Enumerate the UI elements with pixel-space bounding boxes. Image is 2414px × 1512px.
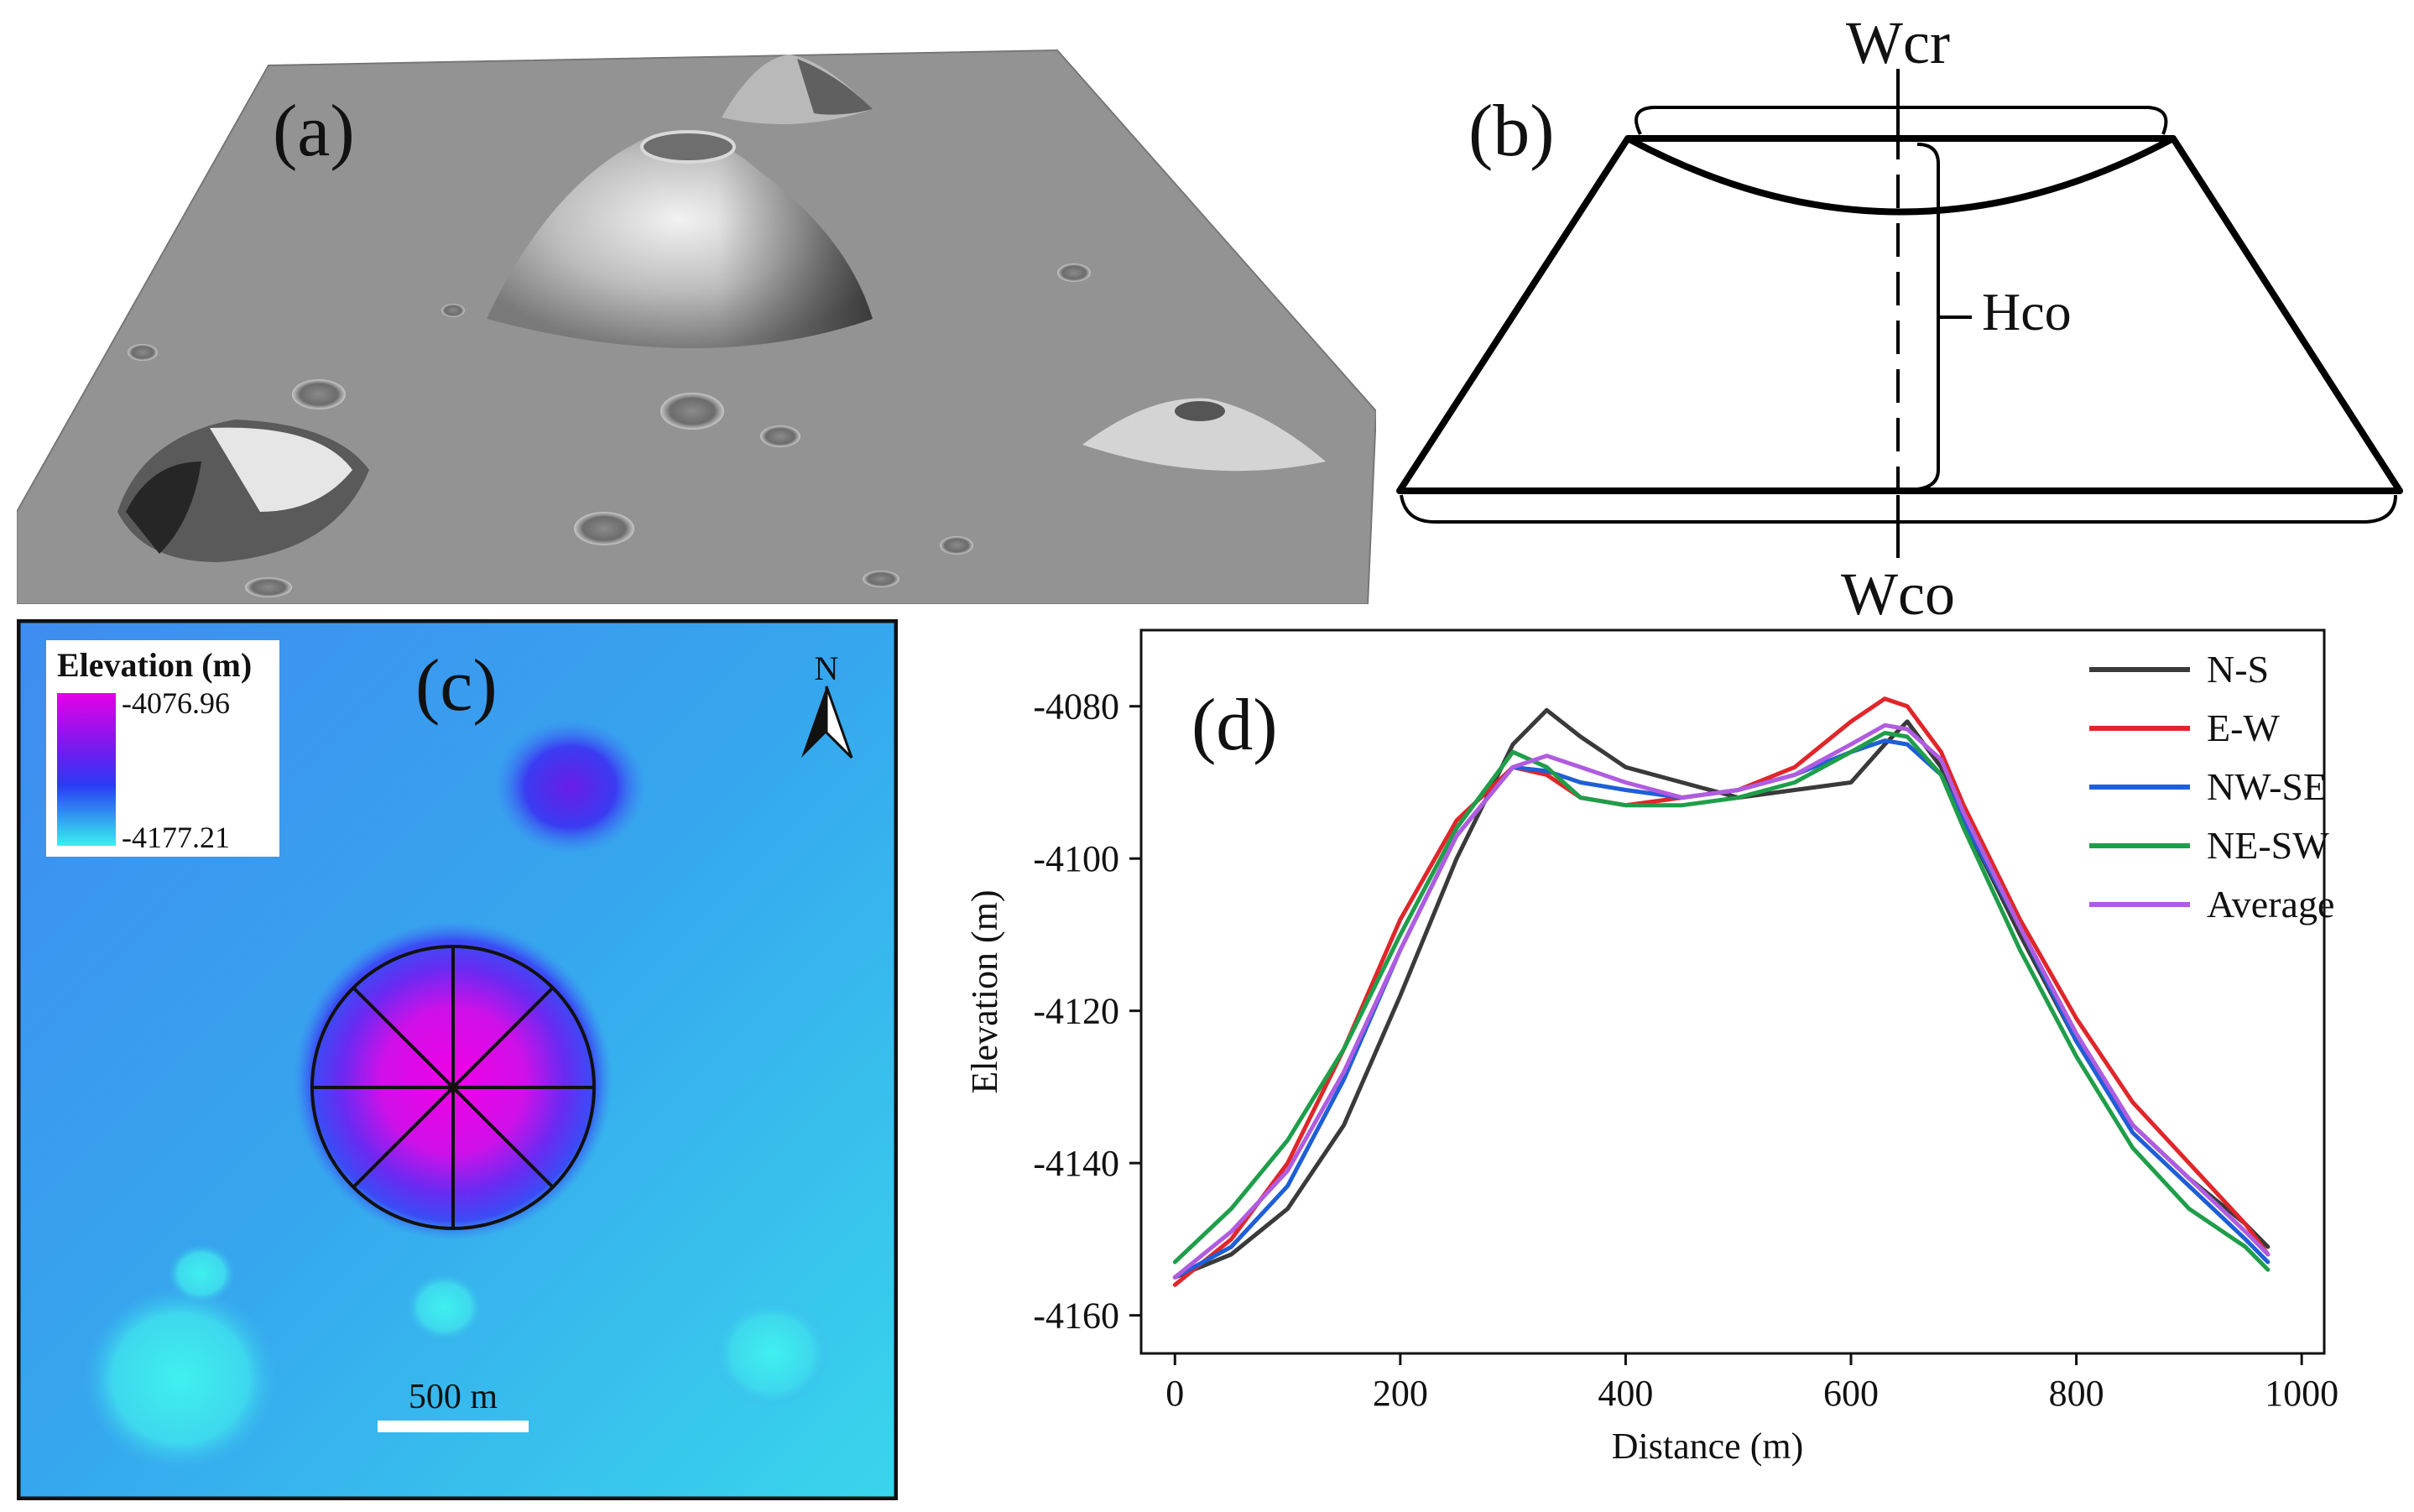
wco-brace bbox=[1400, 494, 2397, 524]
legend-entry: E-W bbox=[2207, 706, 2280, 749]
y-tick-label: -4080 bbox=[1033, 686, 1119, 727]
y-axis-label: Elevation (m) bbox=[964, 889, 1005, 1093]
panel-c-label: (c) bbox=[415, 645, 498, 727]
legend-title: Elevation (m) bbox=[57, 646, 252, 684]
hco-brace bbox=[1916, 143, 1940, 491]
x-tick-label: 200 bbox=[1373, 1373, 1428, 1414]
wcr-brace bbox=[1635, 106, 2168, 135]
panel-b-cone-schematic: (b) Wcr Hco Wco bbox=[1384, 0, 2414, 628]
north-arrow-icon bbox=[801, 686, 853, 759]
legend-entry: Average bbox=[2207, 883, 2334, 925]
series-line-nw-se bbox=[1172, 738, 2271, 1280]
elevation-map-image: Elevation (m) -4076.96 -4177.21 (c) N 50… bbox=[16, 618, 899, 1501]
x-tick-label: 800 bbox=[2049, 1373, 2104, 1414]
panel-d-profile-chart: 0 200 400 600 800 1000 -4080 -4100 -4120 -4140 -41… bbox=[923, 619, 2414, 1508]
x-tick-label: 0 bbox=[1165, 1373, 1184, 1414]
series-line-e-w bbox=[1172, 696, 2271, 1287]
panel-b-label: (b) bbox=[1468, 91, 1555, 172]
y-tick-label: -4160 bbox=[1033, 1296, 1119, 1337]
wco-label: Wco bbox=[1841, 560, 1955, 621]
north-label: N bbox=[815, 649, 839, 687]
terrain-perspective-image: (a) bbox=[16, 49, 1378, 605]
x-axis-label: Distance (m) bbox=[1612, 1426, 1803, 1467]
hco-label: Hco bbox=[1982, 282, 2072, 342]
legend-entry: NE-SW bbox=[2207, 824, 2329, 867]
scale-bar bbox=[378, 1421, 529, 1432]
series-line-n-s bbox=[1172, 707, 2271, 1280]
small-cone-feature bbox=[495, 720, 646, 854]
legend-min-value: -4177.21 bbox=[122, 821, 230, 854]
panel-c-elevation-map: Elevation (m) -4076.96 -4177.21 (c) N 50… bbox=[16, 618, 899, 1501]
x-tick-label: 600 bbox=[1823, 1373, 1879, 1414]
series-line-ne-sw bbox=[1172, 731, 2271, 1272]
cone-schematic-diagram: (b) Wcr Hco Wco bbox=[1396, 9, 2403, 628]
x-tick-label: 1000 bbox=[2265, 1373, 2338, 1414]
y-tick-label: -4100 bbox=[1033, 838, 1119, 879]
elevation-profile-chart: 0 200 400 600 800 1000 -4080 -4100 -4120 -4140 -41… bbox=[964, 628, 2338, 1467]
panel-d-label: (d) bbox=[1191, 685, 1278, 766]
plot-frame bbox=[1139, 628, 2326, 1355]
scale-bar-label: 500 m bbox=[409, 1378, 498, 1416]
legend-max-value: -4076.96 bbox=[122, 686, 230, 720]
series-line-average bbox=[1172, 722, 2271, 1280]
wcr-label: Wcr bbox=[1846, 9, 1950, 76]
crater-floor-curve bbox=[1626, 135, 2175, 216]
low-crater-feature bbox=[84, 1286, 277, 1471]
panel-a-label: (a) bbox=[273, 91, 355, 172]
legend-colorbar bbox=[57, 693, 116, 846]
y-tick-label: -4120 bbox=[1033, 991, 1119, 1032]
x-tick-label: 400 bbox=[1598, 1373, 1653, 1414]
panel-a-terrain-view: (a) bbox=[16, 42, 1378, 605]
legend-entry: N-S bbox=[2207, 648, 2269, 691]
y-tick-label: -4140 bbox=[1033, 1143, 1119, 1184]
legend-entry: NW-SE bbox=[2207, 765, 2327, 808]
small-craters bbox=[128, 263, 1091, 597]
